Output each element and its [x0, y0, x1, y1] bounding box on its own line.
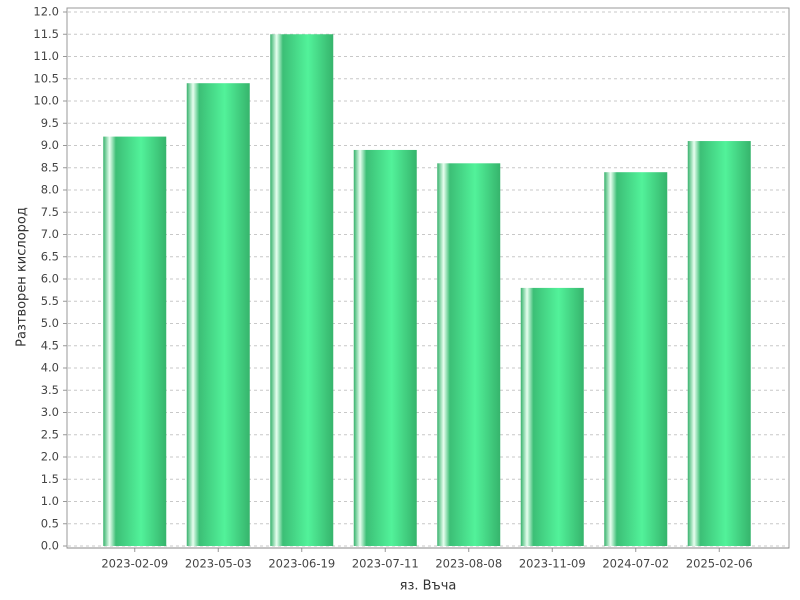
y-tick-label: 2.0: [41, 450, 59, 464]
x-tick-label: 2024-07-02: [602, 557, 669, 571]
y-tick-label: 7.5: [41, 205, 59, 219]
y-tick-label: 7.0: [41, 227, 59, 241]
y-tick-label: 1.0: [41, 494, 59, 508]
y-tick-label: 11.5: [33, 27, 59, 41]
y-tick-label: 1.5: [41, 472, 59, 486]
y-tick-label: 8.5: [41, 160, 59, 174]
bar: [520, 287, 584, 546]
x-tick-label: 2023-07-11: [352, 557, 419, 571]
bar: [270, 34, 334, 546]
bar: [437, 163, 501, 547]
y-tick-label: 9.0: [41, 138, 59, 152]
plot-area: [66, 7, 790, 549]
x-tick-label: 2023-08-08: [435, 557, 502, 571]
y-tick-label: 0.0: [41, 539, 59, 553]
x-tick-label: 2023-02-09: [101, 557, 168, 571]
y-tick-label: 6.0: [41, 272, 59, 286]
x-tick-label: 2025-02-06: [686, 557, 753, 571]
bar: [687, 141, 751, 547]
y-tick-label: 3.5: [41, 383, 59, 397]
bar: [604, 172, 668, 546]
y-tick-label: 4.5: [41, 338, 59, 352]
x-axis-label: яз. Въча: [400, 579, 457, 594]
y-tick-label: 6.5: [41, 249, 59, 263]
bar: [353, 149, 417, 546]
y-tick-label: 9.5: [41, 116, 59, 130]
y-tick-label: 4.0: [41, 361, 59, 375]
x-tick-label: 2023-11-09: [519, 557, 586, 571]
y-tick-label: 3.0: [41, 405, 59, 419]
y-tick-label: 12.0: [33, 5, 59, 19]
y-tick-label: 2.5: [41, 427, 59, 441]
bar: [103, 136, 167, 546]
x-tick-label: 2023-05-03: [185, 557, 252, 571]
bar: [186, 83, 250, 546]
y-tick-label: 10.0: [33, 94, 59, 108]
x-tick-label: 2023-06-19: [268, 557, 335, 571]
y-tick-label: 5.0: [41, 316, 59, 330]
y-tick-label: 8.0: [41, 183, 59, 197]
y-tick-label: 10.5: [33, 71, 59, 85]
y-tick-label: 0.5: [41, 516, 59, 530]
y-axis-label: Разтворен кислород: [15, 207, 30, 347]
y-tick-label: 5.5: [41, 294, 59, 308]
y-tick-label: 11.0: [33, 49, 59, 63]
